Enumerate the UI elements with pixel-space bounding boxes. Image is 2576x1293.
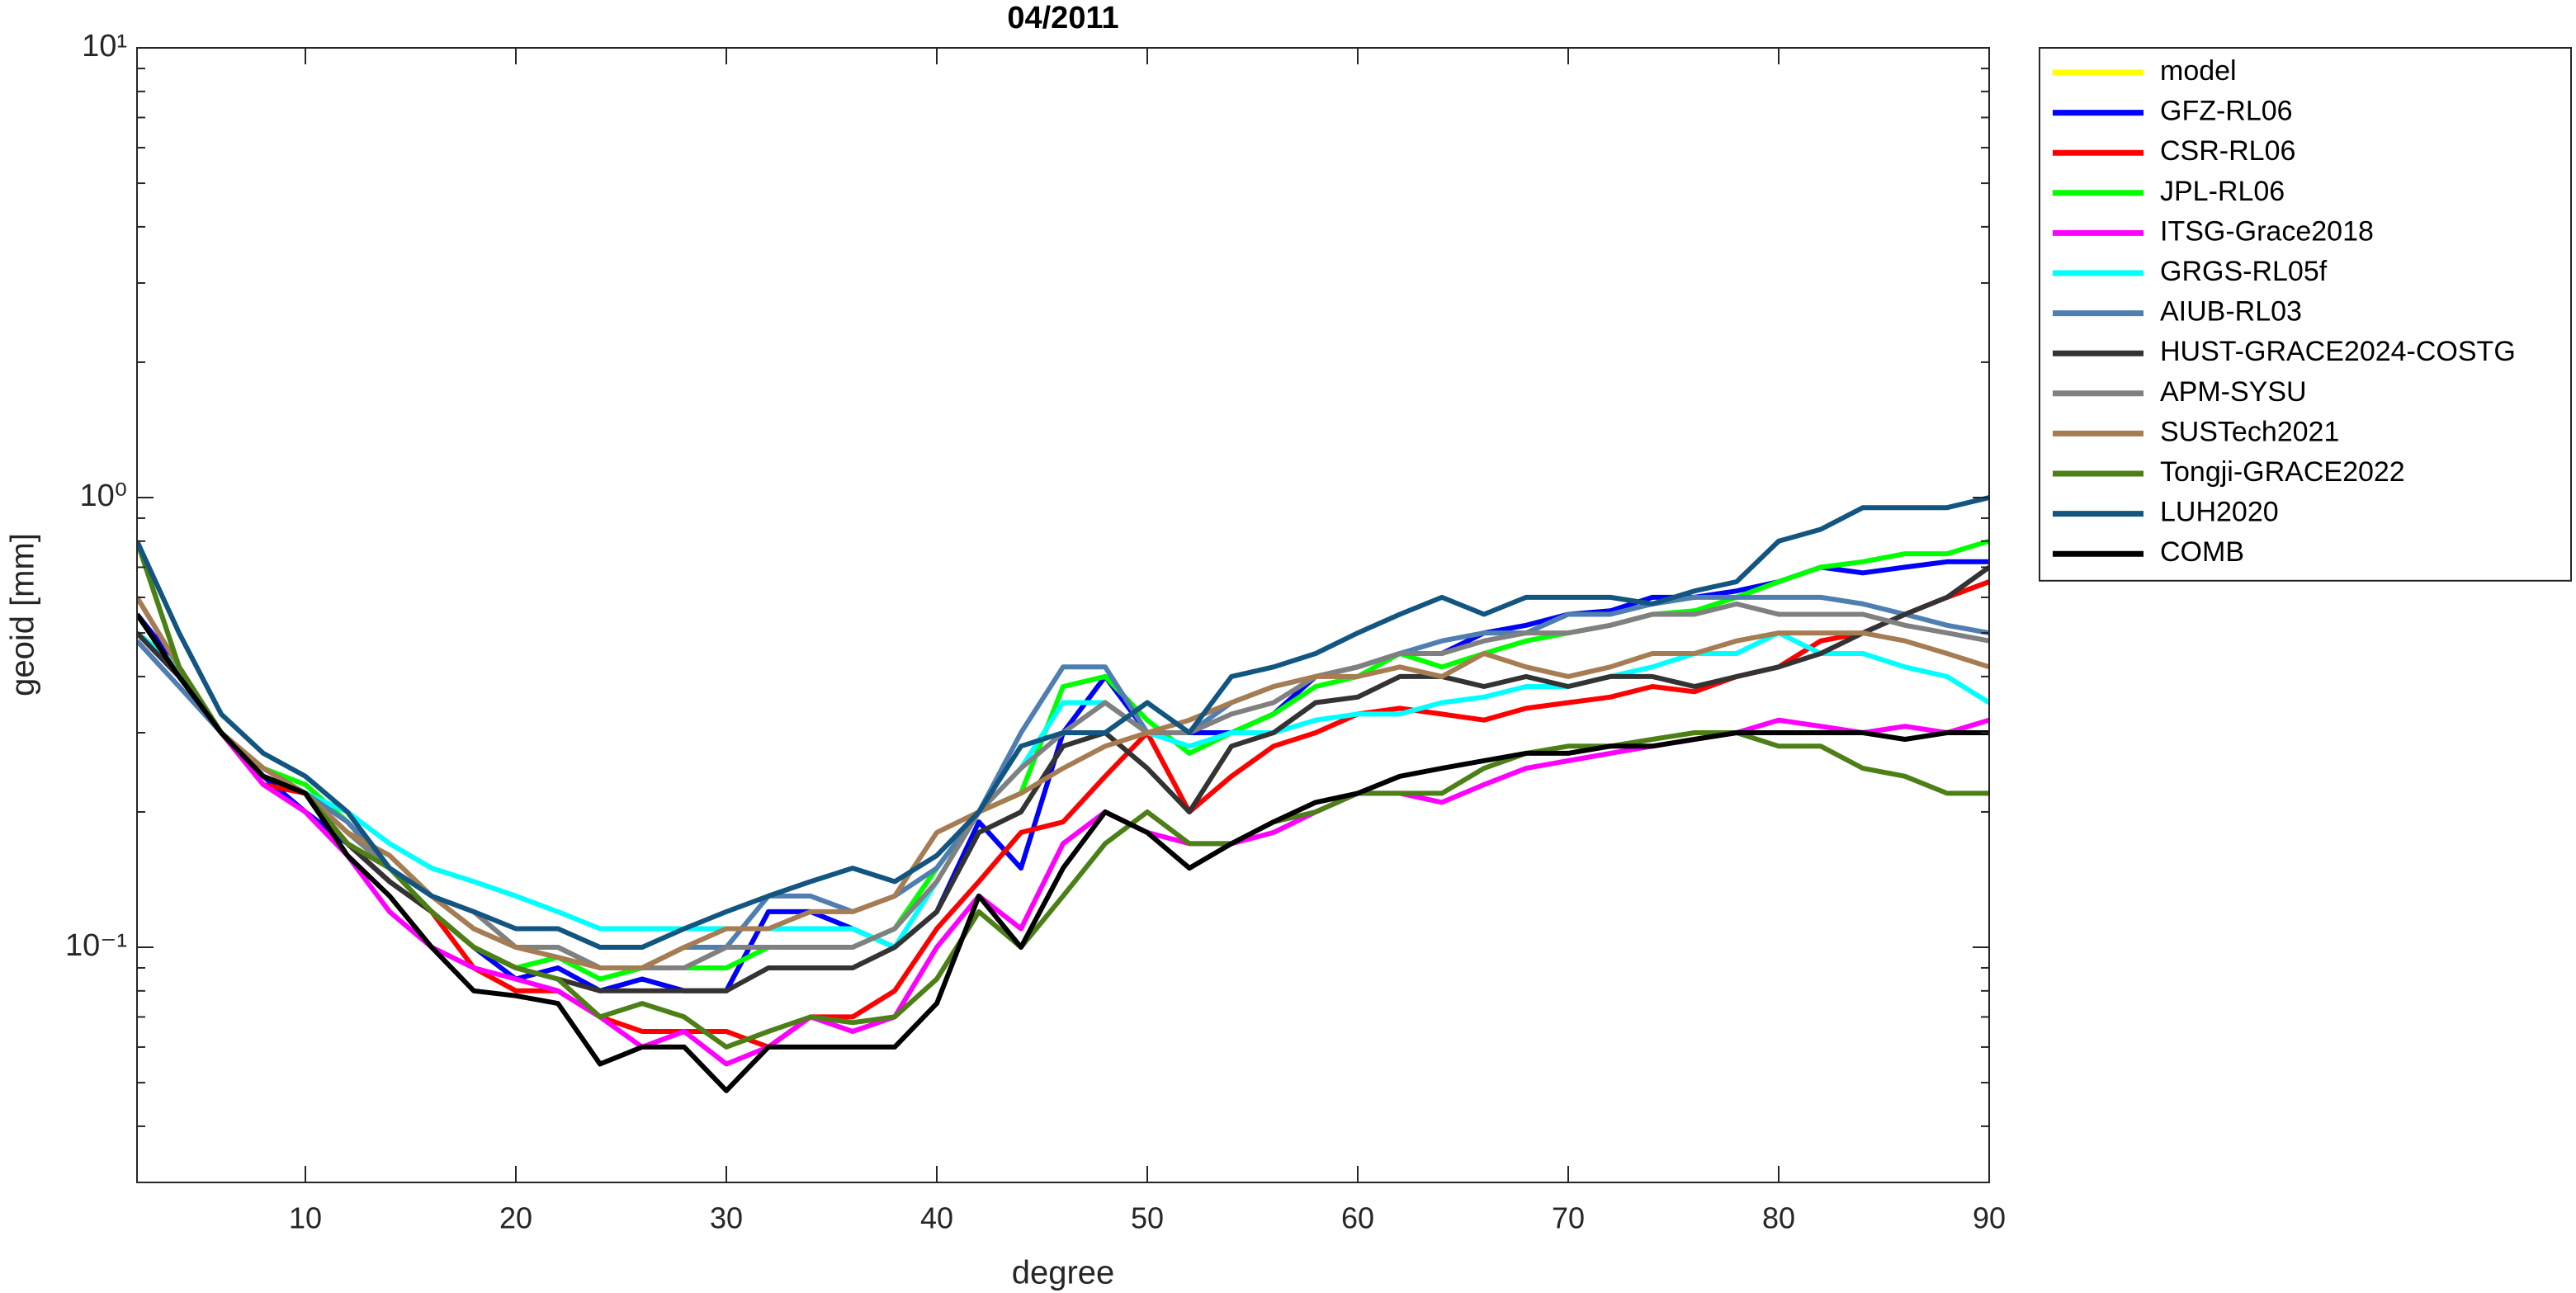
legend-label: LUH2020 (2160, 497, 2279, 528)
plot-frame (136, 47, 1990, 1183)
legend-label: model (2160, 55, 2237, 87)
x-tick-label: 50 (1131, 1201, 1164, 1235)
x-tick-label: 20 (499, 1201, 532, 1235)
x-tick-label: 60 (1341, 1201, 1374, 1235)
legend-label: CSR-RL06 (2160, 135, 2295, 167)
x-tick-label: 10 (289, 1201, 322, 1235)
series-line (137, 495, 1989, 950)
y-tick-label: 10⁻¹ (65, 928, 127, 963)
legend-label: COMB (2160, 536, 2244, 568)
legend-label: SUSTech2021 (2160, 416, 2339, 447)
x-tick-label: 80 (1762, 1201, 1795, 1235)
x-tick-label: 70 (1552, 1201, 1585, 1235)
legend-label: HUST-GRACE2024-COSTG (2160, 336, 2516, 367)
series-line (137, 612, 1989, 1093)
x-tick-label: 30 (710, 1201, 743, 1235)
legend-label: APM-SYSU (2160, 376, 2307, 408)
y-tick-label: 10⁰ (79, 479, 127, 513)
legend-label: GFZ-RL06 (2160, 96, 2293, 127)
y-tick-label: 10¹ (82, 29, 127, 64)
x-tick-label: 90 (1973, 1201, 2006, 1235)
chart-title: 04/2011 (1007, 1, 1118, 35)
legend-label: Tongji-GRACE2022 (2160, 456, 2405, 488)
legend-label: AIUB-RL03 (2160, 296, 2302, 328)
y-axis-label: geoid [mm] (5, 533, 41, 696)
legend-label: ITSG-Grace2018 (2160, 215, 2374, 247)
x-tick-label: 40 (920, 1201, 953, 1235)
series-line (137, 630, 1989, 950)
legend-label: GRGS-RL05f (2160, 256, 2328, 287)
legend-label: JPL-RL06 (2160, 176, 2285, 207)
series-line (137, 596, 1989, 970)
series-line (137, 540, 1989, 1050)
x-axis-label: degree (1012, 1255, 1115, 1291)
series-line (137, 579, 1989, 1050)
